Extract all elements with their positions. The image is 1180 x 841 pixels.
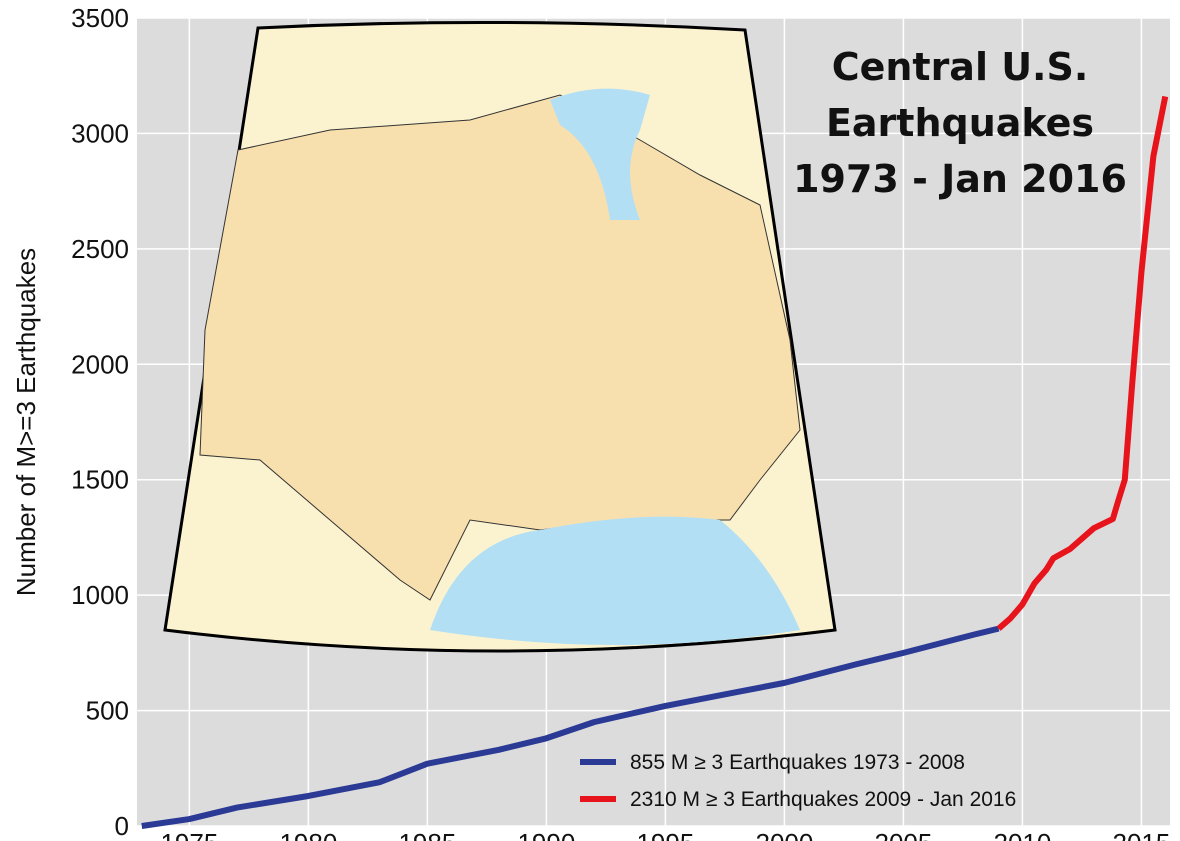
data-line [996, 95, 1169, 631]
y-tick-label: 2500 [71, 234, 129, 264]
y-tick-label: 1000 [71, 580, 129, 610]
x-tick-label: 1985 [398, 828, 456, 841]
title: Central U.S. [832, 45, 1089, 89]
x-tick-label: 1980 [279, 828, 337, 841]
legend: 855 M ≥ 3 Earthquakes 1973 - 2008 2310 M … [580, 751, 1016, 811]
y-tick-label: 1500 [71, 465, 129, 495]
map-lakes [550, 88, 650, 220]
x-tick-label: 2000 [755, 828, 813, 841]
map-inset [163, 20, 837, 653]
legend-label: 855 M ≥ 3 Earthquakes 1973 - 2008 [630, 751, 965, 774]
x-tick-label: 2005 [874, 828, 932, 841]
x-tick-label: 1995 [636, 828, 694, 841]
data-line [141, 625, 1000, 829]
legend-label: 2310 M ≥ 3 Earthquakes 2009 - Jan 2016 [630, 788, 1016, 811]
y-tick-label: 500 [86, 696, 129, 726]
x-tick-label: 1975 [160, 828, 218, 841]
y-tick-label: 2000 [71, 349, 129, 379]
title: Earthquakes [826, 101, 1094, 145]
y-tick-label: 3000 [71, 118, 129, 148]
x-tick-label: 2015 [1113, 828, 1171, 841]
y-axis-label: Number of M>=3 Earthquakes [11, 248, 41, 596]
y-tick-label: 3500 [71, 3, 129, 33]
y-tick-label: 0 [115, 811, 129, 841]
x-tick-label: 2010 [994, 828, 1052, 841]
map-gulf [430, 516, 800, 645]
x-tick-label: 1990 [517, 828, 575, 841]
title: 1973 - Jan 2016 [793, 157, 1127, 201]
